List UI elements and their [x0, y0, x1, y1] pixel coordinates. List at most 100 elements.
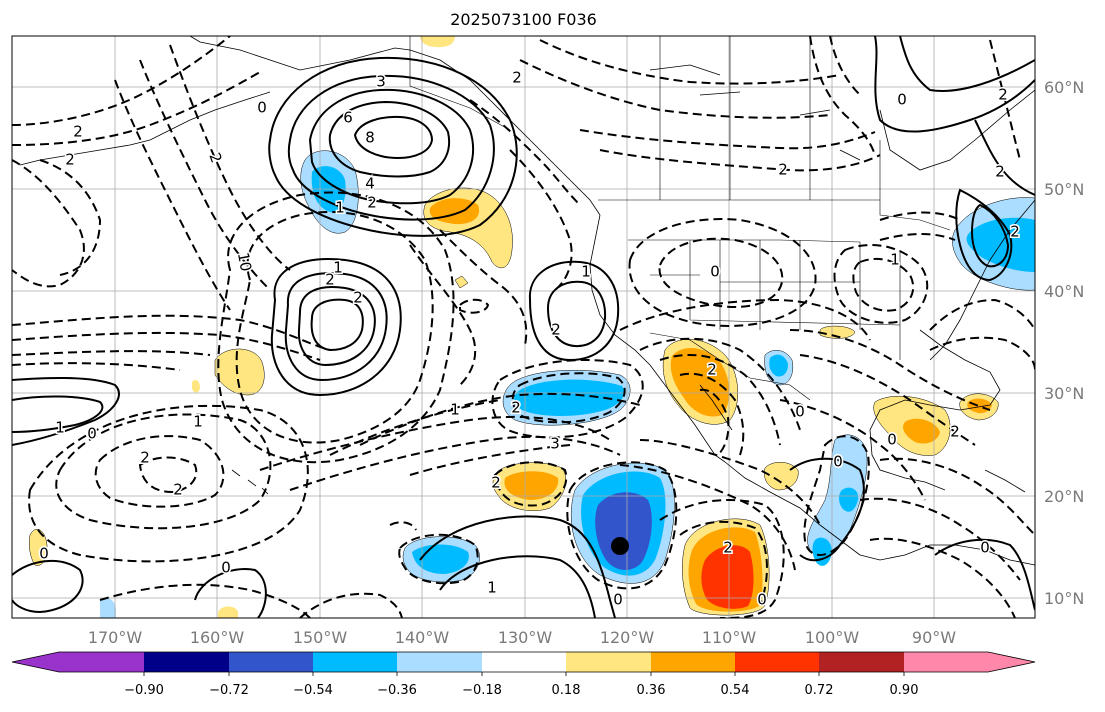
longitude-labels: 170°W 160°W 150°W 140°W 130°W 120°W 110°… [88, 628, 956, 647]
lon-label: 130°W [498, 628, 553, 647]
contour-dash-dateline-2 [139, 59, 271, 291]
contour-label: 8 [365, 129, 375, 147]
contour-label: 0 [257, 99, 267, 117]
contour-dash-dateline-3 [169, 44, 291, 271]
colorbar-tick-label: −0.72 [209, 683, 249, 698]
coast-hudson [879, 89, 1035, 171]
colorbar-segment-under [12, 652, 144, 672]
contour-dash-trop-east-loop [566, 461, 678, 590]
shade-neg-east-pacific-core [514, 379, 625, 416]
contour-dash-bc-coast [509, 149, 573, 291]
contour-dash-east-us-2 [879, 233, 956, 241]
contour-dash-east-us-4 [929, 336, 1035, 371]
contour-label: 0 [795, 403, 805, 421]
colorbar-segment [819, 652, 904, 672]
lat-label: 50°N [1044, 180, 1084, 199]
border-canada-provinces [659, 36, 881, 200]
contour-dash-baja-loop [493, 461, 568, 507]
contour-california-1 [528, 260, 620, 362]
contour-east-solid [974, 119, 1035, 196]
contour-dash-us-southeast-2 [852, 257, 915, 312]
contour-dash-tropics-south-1 [99, 583, 311, 618]
contour-dash-canada-4 [579, 129, 876, 150]
contour-dash-canada-2 [539, 39, 841, 85]
map-title: 2025073100 F036 [450, 10, 597, 29]
contour-label: 2 [995, 163, 1005, 181]
contour-label: 0 [980, 539, 990, 557]
contour-subtrop-high-outer [270, 258, 402, 397]
contour-central-east-solid [934, 538, 1035, 611]
shade-pos-mexico-small [764, 462, 799, 491]
contour-lines [12, 36, 1035, 618]
contour-label: 2 [707, 361, 717, 379]
contour-dash-far-pacific-loop [398, 533, 479, 585]
contour-dash-trop-band-3 [329, 399, 501, 456]
contour-label: 0 [887, 431, 897, 449]
coast-central-america [859, 544, 1035, 566]
contour-dash-small-2 [389, 521, 417, 531]
contour-dash-us-loop-2 [658, 237, 784, 308]
contour-label: 1 [450, 401, 460, 419]
contour-dash-east-us-1 [879, 211, 961, 221]
contour-label: 0 [757, 591, 767, 609]
contour-label: 1 [333, 259, 343, 277]
contour-dash-tropics-south-2 [299, 592, 403, 618]
contour-dash-mexico-4 [699, 388, 730, 456]
shade-neg-trop-pacific-core [595, 492, 652, 571]
contour-dash-subtrop-surround [235, 211, 434, 444]
lat-label: 30°N [1044, 384, 1084, 403]
shade-pos-mexico-coast-core [701, 545, 754, 609]
contour-label: 2 [950, 423, 960, 441]
contour-label: 2 [723, 539, 733, 557]
shade-pos-bottom-center [218, 606, 238, 618]
colorbar-segment [651, 652, 735, 672]
contour-label: 2 [65, 151, 75, 169]
contour-west-pacific-solid-2 [12, 395, 104, 433]
shade-neg-bottom-left [100, 597, 116, 618]
coast-arctic-islands [649, 64, 861, 161]
contour-alaska-high-outer [268, 56, 518, 237]
shade-pos-top-strip [420, 36, 455, 48]
contour-dash-central-pacific-3 [55, 413, 272, 530]
shade-neg-central-america-core-2 [812, 537, 832, 566]
contour-dash-east-edge [989, 39, 1021, 161]
contour-dash-gulf-1 [789, 329, 991, 411]
colorbar-segment [397, 652, 482, 672]
contour-label: 4 [365, 175, 375, 193]
contour-northeast-solid-1 [874, 36, 1035, 133]
coast-alaska [189, 36, 601, 216]
colorbar: −0.90 −0.72 −0.54 −0.36 −0.18 0.18 0.36 … [11, 651, 1036, 698]
contour-northeast-solid-4 [970, 203, 1010, 268]
shade-pos-hawaii-north [214, 348, 265, 396]
contour-label: 2 [367, 194, 377, 212]
map-frame [11, 35, 1036, 619]
contour-tropical-solid-2 [439, 555, 596, 618]
contour-label: 1 [581, 263, 591, 281]
contour-dash-central-pacific-1 [94, 435, 225, 508]
shade-pos-baja-west-core [504, 471, 559, 500]
contour-alaska-high-3 [308, 88, 475, 205]
contour-dash-north-pacific-3 [12, 159, 85, 288]
contour-label: 2 [205, 150, 225, 165]
lat-label: 10°N [1044, 589, 1084, 608]
shaded-anomaly-regions [28, 36, 1035, 618]
contour-alaska-high-core [353, 115, 434, 160]
contour-dash-north-pacific-1 [12, 36, 231, 126]
contour-dash-subtrop-surround-2 [217, 191, 455, 464]
contour-label: 0 [613, 591, 623, 609]
contour-dash-mid-small-1 [459, 298, 490, 314]
contour-southwest-solid [12, 559, 84, 614]
colorbar-segment [566, 652, 651, 672]
contour-subtrop-high-core [310, 298, 364, 352]
contour-label: 2 [512, 69, 522, 87]
contour-dash-gulf-2 [799, 354, 976, 446]
contour-dash-mexico-2 [659, 354, 781, 446]
coast-mexico-west [724, 461, 861, 556]
contour-label: 2 [511, 399, 521, 417]
contour-label: 2 [778, 161, 788, 179]
colorbar-segment [482, 652, 566, 672]
contour-label: 2 [325, 271, 335, 289]
contour-northeast-solid-3 [955, 188, 1013, 282]
coast-cuba [984, 469, 1026, 493]
contour-label: 0 [39, 545, 49, 563]
